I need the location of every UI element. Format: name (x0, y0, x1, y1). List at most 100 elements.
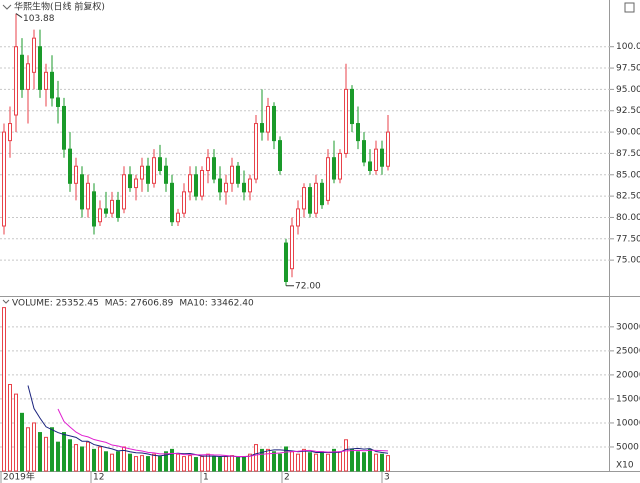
candle-body (320, 182, 324, 206)
volume-bar (302, 448, 306, 472)
candle-body (236, 165, 240, 184)
volume-bar (68, 439, 72, 472)
candle-body (20, 54, 24, 90)
unit-label: X10 (616, 461, 634, 471)
candle-body (266, 105, 270, 133)
y-tick-label: 85.00 (616, 170, 640, 180)
candle-body (290, 225, 294, 270)
y-tick-label: 82.50 (616, 192, 640, 202)
candle-body (86, 182, 90, 210)
y-tick-label: 75.00 (616, 256, 640, 266)
volume-bar (116, 451, 120, 472)
x-tick-label: 2019年 (3, 471, 35, 483)
candle-body (62, 105, 66, 150)
menu-icon[interactable] (2, 299, 10, 304)
candle-body (56, 97, 60, 107)
volume-bar (344, 439, 348, 472)
volume-bar (284, 446, 288, 472)
candle-body (296, 208, 300, 227)
volume-bar (104, 451, 108, 472)
candle-body (68, 148, 72, 184)
candle-body (44, 71, 48, 90)
volume-bar (380, 453, 384, 472)
y-tick-label: 87.50 (616, 149, 640, 159)
volume-bar (338, 451, 342, 472)
volume-bar (110, 453, 114, 472)
volume-bar (296, 453, 300, 472)
candle-body (104, 208, 108, 214)
menu-icon[interactable] (2, 4, 12, 10)
min-label: 72.00 (295, 281, 321, 291)
candle-body (74, 165, 78, 184)
volume-bar (38, 432, 42, 472)
volume-bar (362, 452, 366, 472)
candle-body (146, 165, 150, 184)
candle-body (2, 131, 6, 227)
candle-body (32, 37, 36, 73)
volume-bar (98, 446, 102, 472)
volume-bar (272, 451, 276, 472)
volume-bar (218, 457, 222, 472)
candle-body (338, 152, 342, 180)
volume-bar (188, 455, 192, 472)
candle-body (230, 165, 234, 184)
max-pointer (15, 13, 23, 19)
candle-body (164, 165, 168, 184)
y-tick-label: 90.00 (616, 128, 640, 138)
candle-body (308, 187, 312, 214)
volume-bar (320, 451, 324, 472)
volume-bar (146, 456, 150, 472)
volume-bar (26, 427, 30, 472)
candle-body (284, 242, 288, 282)
legend-value: 25352.45 (56, 299, 99, 309)
candle-body (302, 187, 306, 210)
candle-body (80, 174, 84, 210)
volume-bar (20, 412, 24, 472)
chart-title: 华熙生物(日线 前复权) (14, 1, 105, 13)
candle-body (212, 157, 216, 180)
max-label: 103.88 (23, 14, 55, 24)
legend-name: MA5: (105, 299, 128, 309)
window-button[interactable] (624, 2, 635, 13)
x-tick-label: 3 (384, 473, 390, 483)
y-tick-label: 10000 (616, 418, 640, 428)
candle-body (194, 174, 198, 197)
volume-bar (224, 456, 228, 472)
volume-bar (56, 441, 60, 472)
ma-line (57, 408, 389, 457)
candle-body (8, 123, 12, 142)
volume-bar (170, 448, 174, 472)
volume-bar (152, 453, 156, 472)
candle-body (98, 208, 102, 223)
candle-body (14, 46, 18, 116)
volume-bar (50, 427, 54, 472)
y-tick-label: 80.00 (616, 213, 640, 223)
volume-bar (386, 455, 390, 472)
volume-bar (248, 453, 252, 472)
candle-body (158, 157, 162, 172)
candle-body (260, 123, 264, 133)
candle-body (326, 157, 330, 201)
candle-body (170, 182, 174, 223)
volume-bar (212, 456, 216, 472)
y-tick-label: 100.0 (616, 42, 640, 52)
y-tick-label: 95.00 (616, 85, 640, 95)
volume-bar (308, 452, 312, 472)
y-tick-label: 97.50 (616, 64, 640, 74)
volume-bar (236, 457, 240, 472)
volume-bar (14, 393, 18, 472)
candle-body (140, 165, 144, 180)
candle-body (314, 182, 318, 214)
volume-bar (368, 448, 372, 472)
candle-body (350, 88, 354, 125)
volume-bar (356, 451, 360, 472)
candle-body (128, 174, 132, 189)
candle-body (380, 148, 384, 167)
candle-body (116, 199, 120, 218)
candle-body (242, 182, 246, 193)
candle-body (206, 157, 210, 172)
x-tick-label: 12 (93, 473, 104, 483)
legend-name: VOLUME: (12, 299, 53, 309)
volume-bar (194, 457, 198, 472)
